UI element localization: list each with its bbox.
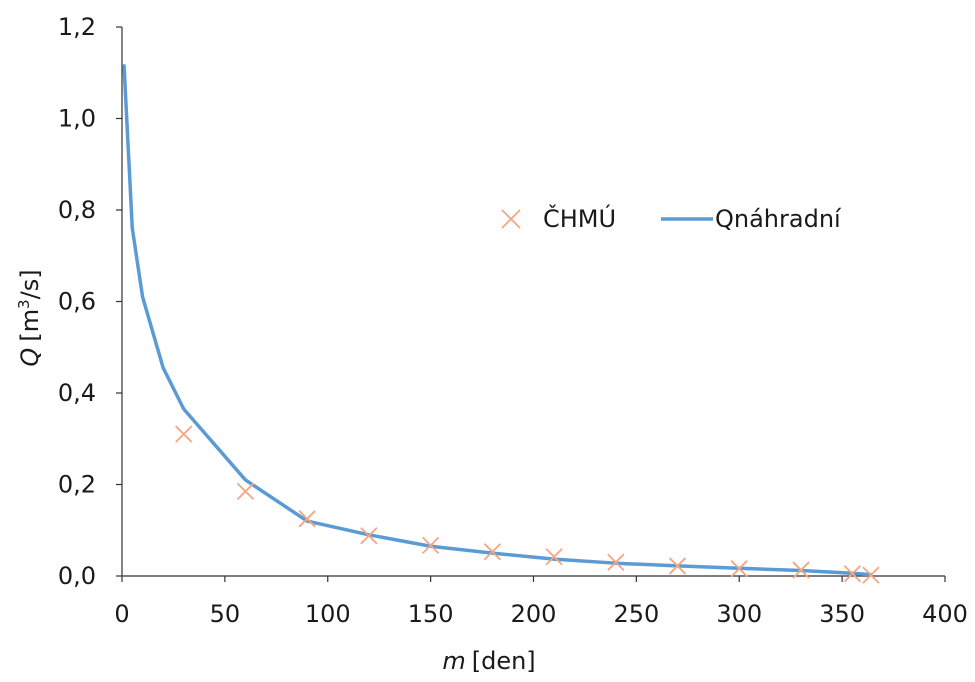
data-point-chmu xyxy=(730,560,748,578)
data-point-chmu xyxy=(236,482,255,500)
data-point-chmu xyxy=(607,553,625,571)
y-tick-label: 0,6 xyxy=(58,288,96,316)
x-tick-label: 250 xyxy=(613,600,659,628)
data-point-chmu xyxy=(483,543,501,561)
series-line-qnahradni xyxy=(122,64,873,577)
data-point-chmu xyxy=(792,561,810,579)
y-tick-label: 0,8 xyxy=(58,196,96,224)
x-axis-title-var: m xyxy=(442,647,465,675)
x-tick-label: 350 xyxy=(819,600,865,628)
x-axis-title-unit: [den] xyxy=(472,647,536,675)
x-tick-label: 150 xyxy=(408,600,454,628)
y-tick-label: 0,0 xyxy=(58,562,96,590)
y-tick-label: 0,4 xyxy=(58,379,96,407)
y-tick-label: 1,0 xyxy=(58,105,96,133)
legend-label-chmu: ČHMÚ xyxy=(543,203,616,233)
data-point-chmu xyxy=(668,557,687,575)
y-axis-title-unit-sup: 3 xyxy=(15,299,33,309)
data-point-chmu xyxy=(862,566,880,584)
legend-marker-chmu xyxy=(501,209,521,229)
x-tick-labels: 0 50 100 150 200 250 300 350 400 xyxy=(114,600,968,628)
y-axis-title-unit-post: /s] xyxy=(16,269,44,299)
legend-label-qnahradni: Qnáhradní xyxy=(715,205,842,233)
y-tick-label: 0,2 xyxy=(58,471,96,499)
y-tick-labels: 0,0 0,2 0,4 0,6 0,8 1,0 1,2 xyxy=(58,13,96,590)
data-point-chmu xyxy=(421,536,440,554)
data-point-chmu xyxy=(360,527,378,545)
tick-marks xyxy=(116,26,946,582)
y-axis-title: Q [m3/s] xyxy=(15,269,44,366)
x-axis-title: m [den] xyxy=(442,647,535,675)
data-point-chmu xyxy=(298,510,316,528)
x-tick-label: 50 xyxy=(210,600,241,628)
data-point-chmu xyxy=(545,548,563,566)
x-tick-label: 400 xyxy=(922,600,968,628)
series-marker-layer xyxy=(175,425,880,584)
x-tick-label: 0 xyxy=(114,600,129,628)
y-tick-label: 1,2 xyxy=(58,13,96,41)
data-point-chmu xyxy=(843,565,862,583)
x-tick-label: 200 xyxy=(511,600,557,628)
data-point-chmu xyxy=(175,425,193,443)
x-tick-label: 100 xyxy=(305,600,351,628)
x-tick-label: 300 xyxy=(716,600,762,628)
y-axis-title-var: Q xyxy=(16,348,44,367)
legend: ČHMÚ Qnáhradní xyxy=(501,203,842,233)
y-axis-title-unit-pre: [m xyxy=(16,309,44,342)
series-line-layer xyxy=(122,64,873,577)
